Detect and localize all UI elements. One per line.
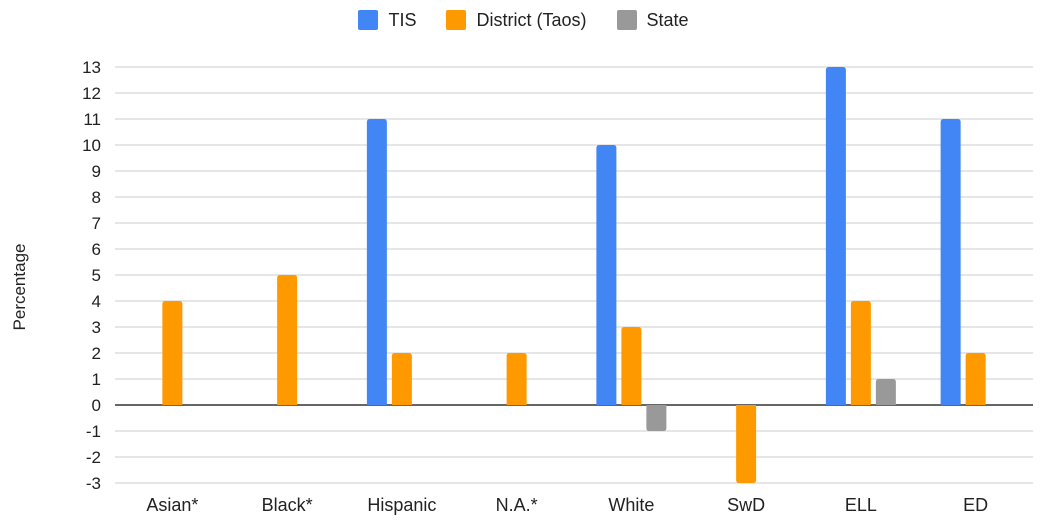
y-tick-label: 11 (83, 110, 101, 129)
x-tick-label: White (608, 495, 654, 515)
y-tick-label: 7 (92, 214, 101, 233)
bar-district-taos-hispanic (391, 353, 412, 405)
bar-district-taos-white (621, 327, 642, 405)
bar-state-ell (875, 379, 896, 405)
x-tick-label: Black* (262, 495, 313, 515)
bar-tis-ell (825, 67, 846, 405)
chart-legend: TIS District (Taos) State (0, 6, 1047, 34)
x-tick-label: SwD (727, 495, 765, 515)
bar-district-taos-ed (965, 353, 986, 405)
y-tick-label: 8 (92, 188, 101, 207)
bar-district-taos-swd (736, 405, 757, 483)
y-tick-label: -1 (86, 422, 101, 441)
bar-district-taos-ell (850, 301, 871, 405)
legend-label-tis: TIS (388, 9, 417, 30)
y-tick-label: 3 (92, 318, 101, 337)
bar-district-taos-black (277, 275, 298, 405)
bar-tis-hispanic (366, 119, 387, 405)
x-tick-label: Hispanic (367, 495, 436, 515)
x-tick-label: ELL (845, 495, 877, 515)
y-tick-label: 13 (82, 58, 101, 77)
y-tick-label: 1 (92, 370, 101, 389)
legend-item-state: State (616, 9, 689, 31)
bar-district-taos-na (506, 353, 527, 405)
y-tick-label: -3 (86, 474, 101, 493)
bar-state-white (646, 405, 667, 431)
bar-district-taos-asian (162, 301, 183, 405)
y-tick-label: 12 (82, 84, 101, 103)
x-tick-label: ED (963, 495, 988, 515)
legend-swatch-state (616, 10, 637, 30)
legend-label-district: District (Taos) (476, 9, 587, 30)
legend-item-district: District (Taos) (446, 9, 587, 31)
y-tick-label: 6 (92, 240, 101, 259)
legend-item-tis: TIS (358, 10, 416, 31)
x-tick-label: N.A.* (496, 495, 538, 515)
y-tick-label: -2 (86, 448, 101, 467)
y-tick-label: 0 (92, 396, 101, 415)
legend-label-state: State (646, 9, 689, 30)
y-tick-label: 10 (82, 136, 101, 155)
y-tick-label: 4 (92, 292, 101, 311)
y-tick-label: 9 (92, 162, 101, 181)
y-tick-label: 2 (92, 344, 101, 363)
x-tick-label: Asian* (146, 495, 198, 515)
legend-swatch-tis (358, 10, 379, 30)
bar-tis-ed (940, 119, 961, 405)
bar-tis-white (596, 145, 617, 405)
y-tick-label: 5 (92, 266, 101, 285)
legend-swatch-district (446, 10, 467, 30)
